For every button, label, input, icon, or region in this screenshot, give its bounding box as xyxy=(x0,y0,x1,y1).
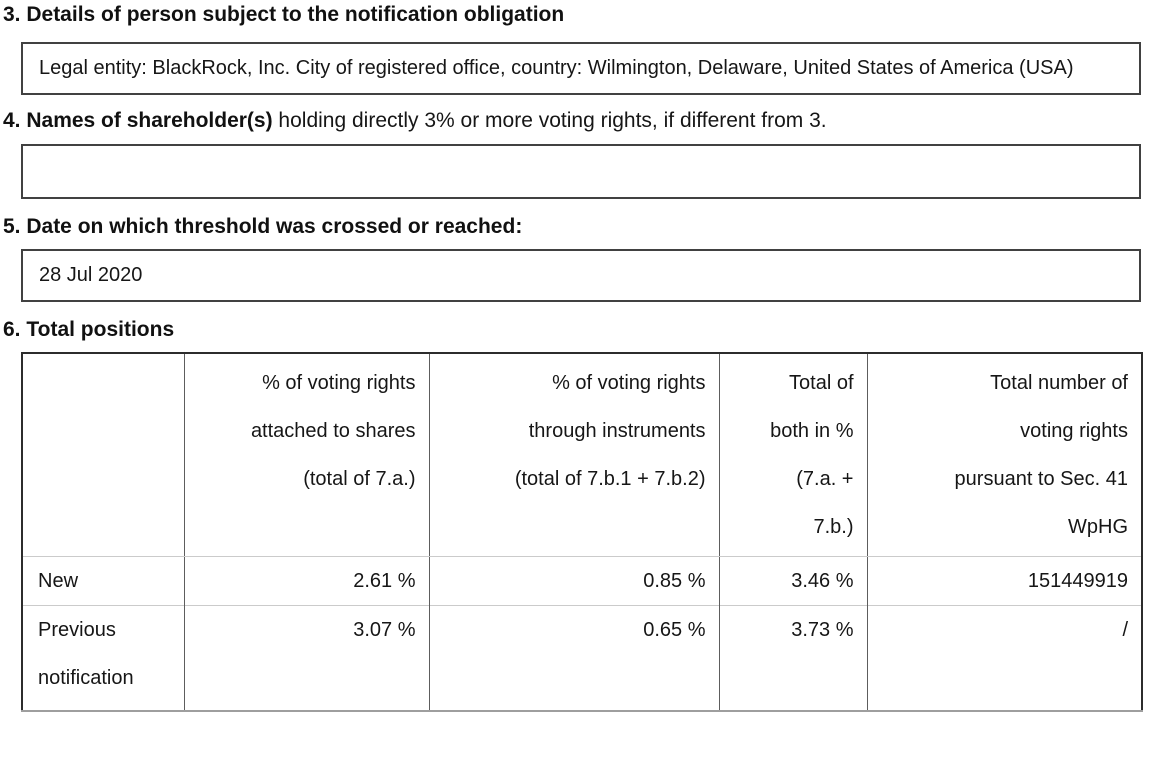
col-header-total-number-voting-rights: Total number of voting rights pursuant t… xyxy=(866,353,1142,557)
row-label-new: New xyxy=(38,570,79,592)
section-6-heading-bold: 6. Total positions xyxy=(3,318,175,341)
section-5-heading: 5. Date on which threshold was crossed o… xyxy=(3,212,1141,242)
section-4-heading-bold: 4. Names of shareholder(s) xyxy=(3,109,273,132)
col-header-voting-rights-instruments: % of voting rights through instruments (… xyxy=(428,353,719,557)
section-4-heading-regular: holding directly 3% or more voting right… xyxy=(272,109,827,132)
section-6-heading: 6. Total positions xyxy=(3,315,1141,345)
new-voting-rights-instruments: 0.85 % xyxy=(428,556,719,606)
section-4-heading: 4. Names of shareholder(s) holding direc… xyxy=(3,106,1141,136)
new-total-both: 3.46 % xyxy=(718,556,867,606)
table-row-previous-notification: Previous notification 3.07 % 0.65 % 3.73… xyxy=(22,605,1142,711)
row-label-previous-notification: Previous notification xyxy=(22,605,184,711)
section-3-heading: 3. Details of person subject to the noti… xyxy=(3,0,1141,30)
voting-rights-notification-document: 3. Details of person subject to the noti… xyxy=(3,0,1143,712)
total-positions-table: % of voting rights attached to shares (t… xyxy=(21,352,1143,712)
section-4-value-box xyxy=(21,144,1141,199)
legal-entity-text: Legal entity: BlackRock, Inc. City of re… xyxy=(39,57,1074,79)
section-3-value-box: Legal entity: BlackRock, Inc. City of re… xyxy=(21,42,1141,95)
col-header-empty xyxy=(22,353,184,557)
previous-voting-rights-instruments: 0.65 % xyxy=(428,605,719,711)
previous-voting-rights-shares: 3.07 % xyxy=(183,605,429,711)
section-5-value-box: 28 Jul 2020 xyxy=(21,249,1141,302)
col-header-total-both: Total of both in % (7.a. + 7.b.) xyxy=(718,353,867,557)
col-header-voting-rights-shares: % of voting rights attached to shares (t… xyxy=(183,353,429,557)
new-voting-rights-shares: 2.61 % xyxy=(183,556,429,606)
previous-total-both: 3.73 % xyxy=(718,605,867,711)
previous-total-number: / xyxy=(866,605,1142,711)
table-header-row: % of voting rights attached to shares (t… xyxy=(22,353,1142,557)
threshold-date-text: 28 Jul 2020 xyxy=(39,264,143,286)
section-5-heading-bold: 5. Date on which threshold was crossed o… xyxy=(3,215,523,238)
new-total-number: 151449919 xyxy=(866,556,1142,606)
section-3-heading-bold: 3. Details of person subject to the noti… xyxy=(3,3,565,26)
table-row-new: New 2.61 % 0.85 % 3.46 % 151449919 xyxy=(22,556,1142,606)
